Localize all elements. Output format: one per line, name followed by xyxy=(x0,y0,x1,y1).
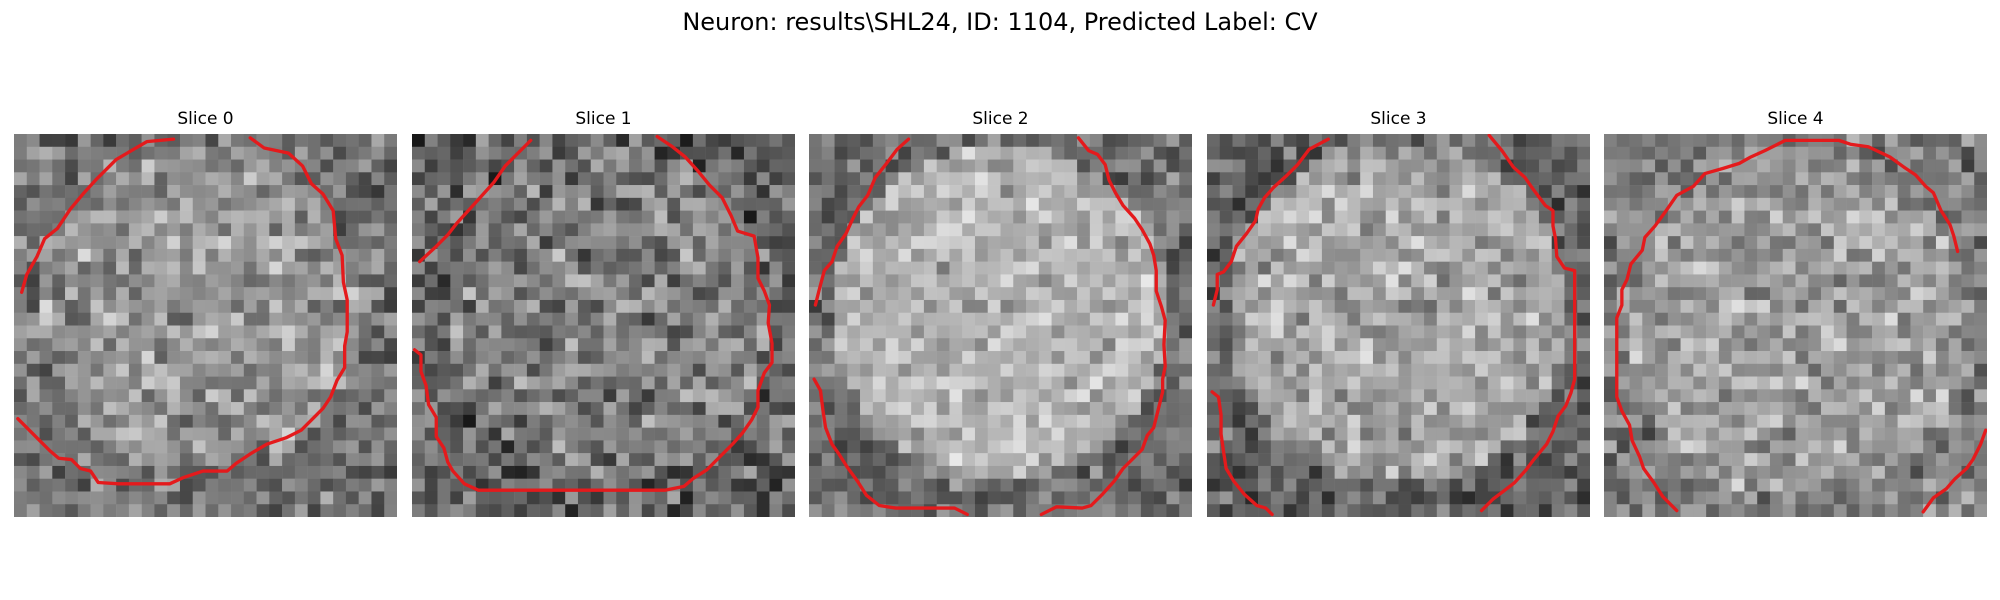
boundary-contour xyxy=(20,137,176,294)
slice-title-1: Slice 1 xyxy=(575,109,632,129)
slice-title-4: Slice 4 xyxy=(1767,109,1824,129)
slice-title-0: Slice 0 xyxy=(177,109,234,129)
slice-panel-1: Slice 1 xyxy=(412,108,795,518)
boundary-contour xyxy=(1211,137,1330,307)
slice-panel-2: Slice 2 xyxy=(809,108,1192,518)
slice-panel-0: Slice 0 xyxy=(14,108,397,518)
boundary-contour xyxy=(16,136,349,486)
slice-image-4 xyxy=(1604,134,1987,517)
boundary-contour xyxy=(1039,136,1167,517)
pixel-grid xyxy=(1207,134,1590,517)
slice-panel-4: Slice 4 xyxy=(1604,108,1987,518)
boundary-contour xyxy=(812,377,969,517)
slice-image-0 xyxy=(14,134,397,517)
boundary-contour xyxy=(813,137,911,307)
boundary-contour xyxy=(418,138,533,264)
slice-panel-3: Slice 3 xyxy=(1207,108,1590,518)
slice-image-1 xyxy=(412,134,795,517)
pixel-grid xyxy=(412,134,795,517)
figure-title: Neuron: results\SHL24, ID: 1104, Predict… xyxy=(682,8,1318,36)
boundary-contour xyxy=(412,134,774,492)
pixel-grid xyxy=(809,134,1192,517)
slice-image-2 xyxy=(809,134,1192,517)
boundary-contour xyxy=(1210,390,1274,517)
boundary-contour xyxy=(1615,138,1960,513)
pixel-grid xyxy=(1604,134,1987,517)
slice-image-3 xyxy=(1207,134,1590,517)
slice-title-2: Slice 2 xyxy=(972,109,1029,129)
slice-title-3: Slice 3 xyxy=(1370,109,1427,129)
boundary-contour xyxy=(1479,134,1577,513)
boundary-contour xyxy=(1921,428,1987,514)
